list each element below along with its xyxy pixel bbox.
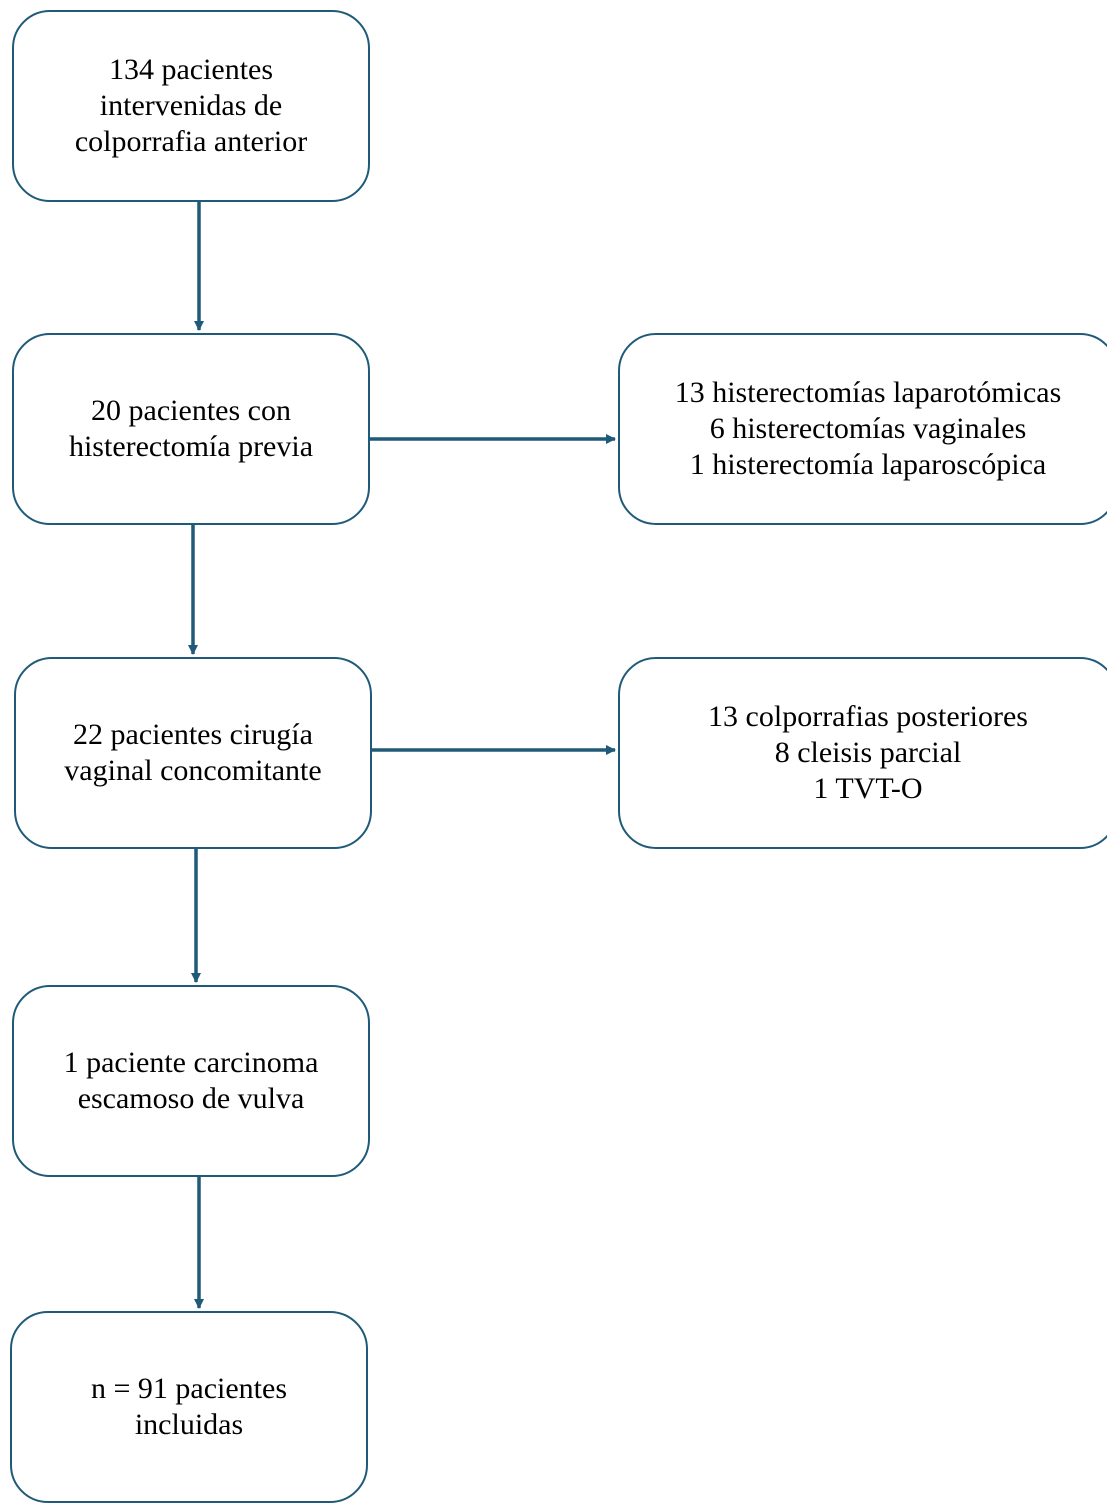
concomitant-surgery-node-text: 22 pacientes cirugía vaginal concomitant…: [64, 717, 321, 789]
start-node-line: colporrafia anterior: [74, 125, 308, 158]
concomitant-surgery-node: 22 pacientes cirugía vaginal concomitant…: [14, 657, 372, 849]
concomitant-surgery-detail-line: 13 colporrafias posteriores: [708, 700, 1028, 733]
start-node: 134 pacientes intervenidas de colporrafi…: [12, 10, 370, 202]
prior-hysterectomy-line: histerectomía previa: [68, 430, 314, 463]
final-node: n = 91 pacientes incluidas: [10, 1311, 368, 1503]
final-line: n = 91 pacientes: [90, 1372, 288, 1405]
prior-hysterectomy-node: 20 pacientes con histerectomía previa: [12, 333, 370, 525]
start-node-line: intervenidas de: [99, 89, 283, 122]
prior-hysterectomy-node-text: 20 pacientes con histerectomía previa: [69, 393, 313, 465]
prior-hysterectomy-detail-line: 1 histerectomía laparoscópica: [689, 448, 1047, 481]
carcinoma-node: 1 paciente carcinoma escamoso de vulva: [12, 985, 370, 1177]
prior-hysterectomy-detail-line: 13 histerectomías laparotómicas: [674, 376, 1062, 409]
final-node-text: n = 91 pacientes incluidas: [91, 1371, 287, 1443]
concomitant-surgery-detail-node: 13 colporrafias posteriores 8 cleisis pa…: [618, 657, 1107, 849]
concomitant-surgery-detail-text: 13 colporrafias posteriores 8 cleisis pa…: [708, 699, 1028, 807]
start-node-text: 134 pacientes intervenidas de colporrafi…: [75, 52, 307, 160]
prior-hysterectomy-detail-text: 13 histerectomías laparotómicas 6 hister…: [675, 375, 1062, 483]
start-node-line: 134 pacientes: [108, 53, 274, 86]
concomitant-surgery-line: vaginal concomitante: [64, 754, 322, 787]
carcinoma-line: 1 paciente carcinoma: [63, 1046, 319, 1079]
prior-hysterectomy-line: 20 pacientes con: [91, 394, 291, 427]
prior-hysterectomy-detail-line: 6 histerectomías vaginales: [709, 412, 1027, 445]
final-line: incluidas: [134, 1408, 244, 1441]
concomitant-surgery-line: 22 pacientes cirugía: [73, 718, 313, 751]
carcinoma-line: escamoso de vulva: [77, 1082, 305, 1115]
concomitant-surgery-detail-line: 1 TVT-O: [813, 772, 923, 805]
carcinoma-node-text: 1 paciente carcinoma escamoso de vulva: [64, 1045, 319, 1117]
concomitant-surgery-detail-line: 8 cleisis parcial: [774, 736, 962, 769]
prior-hysterectomy-detail-node: 13 histerectomías laparotómicas 6 hister…: [618, 333, 1107, 525]
